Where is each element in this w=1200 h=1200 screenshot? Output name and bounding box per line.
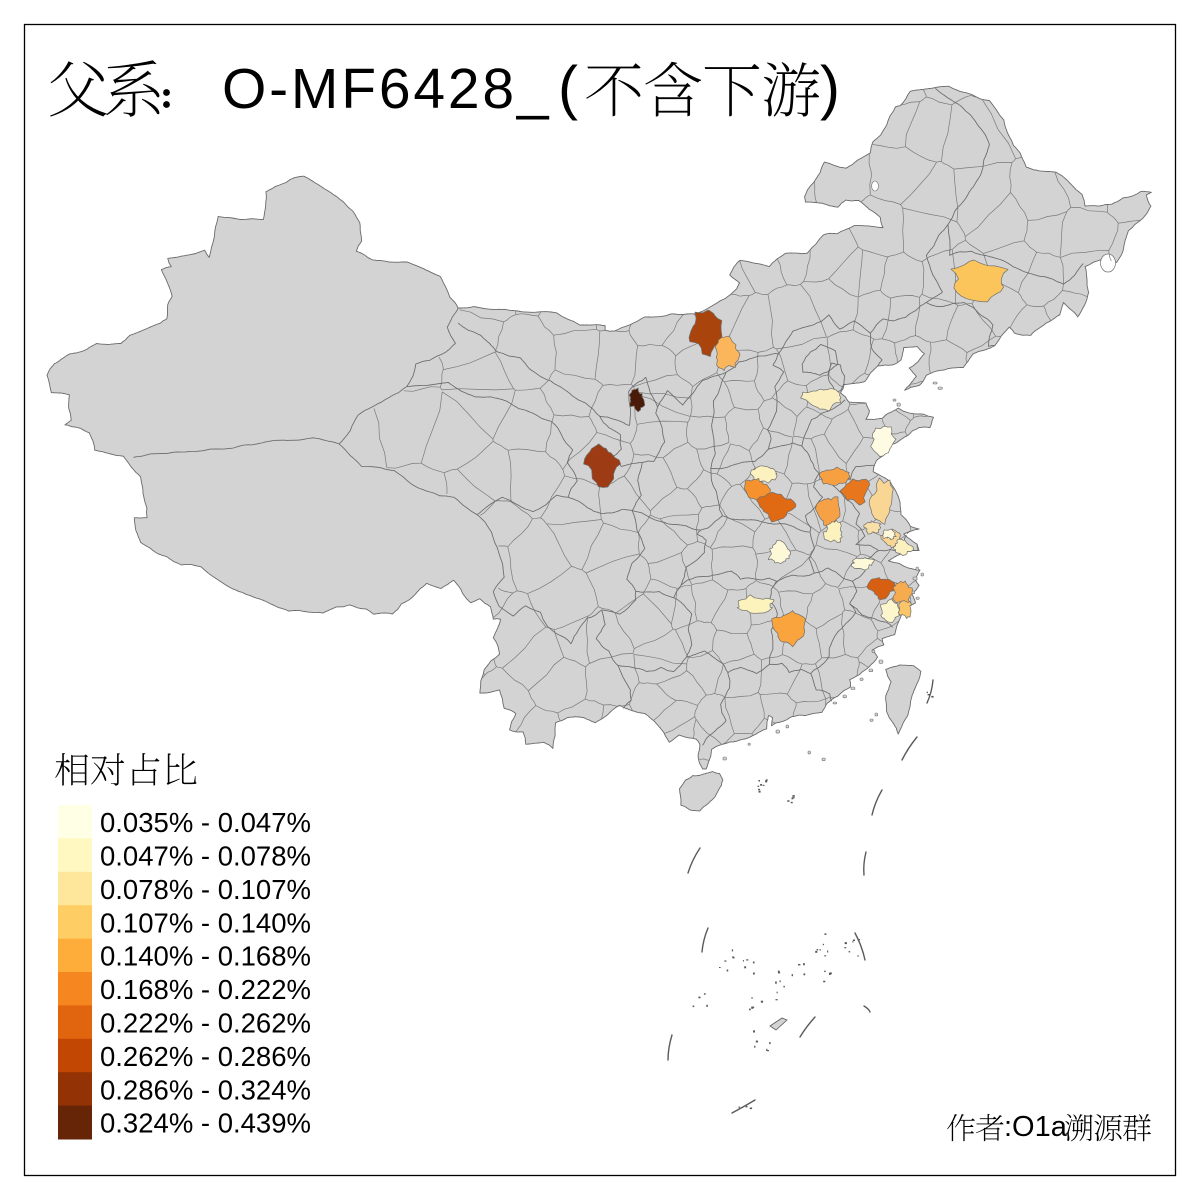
svg-text:0.286% - 0.324%: 0.286% - 0.324% bbox=[100, 1074, 311, 1105]
svg-text:): ) bbox=[820, 54, 840, 121]
svg-text:0.140% - 0.168%: 0.140% - 0.168% bbox=[100, 941, 311, 972]
svg-text:0.222% - 0.262%: 0.222% - 0.262% bbox=[100, 1008, 311, 1039]
svg-text:0.078% - 0.107%: 0.078% - 0.107% bbox=[100, 874, 311, 905]
svg-text:O-MF6428_: O-MF6428_ bbox=[222, 57, 551, 121]
svg-text:0.047% - 0.078%: 0.047% - 0.078% bbox=[100, 841, 311, 872]
svg-text:0.035% - 0.047%: 0.035% - 0.047% bbox=[100, 807, 311, 838]
svg-text:0.324% - 0.439%: 0.324% - 0.439% bbox=[100, 1108, 311, 1139]
svg-text:0.262% - 0.286%: 0.262% - 0.286% bbox=[100, 1041, 311, 1072]
svg-text:(: ( bbox=[558, 54, 578, 121]
svg-text:0.107% - 0.140%: 0.107% - 0.140% bbox=[100, 907, 311, 938]
svg-text:0.168% - 0.222%: 0.168% - 0.222% bbox=[100, 974, 311, 1005]
svg-text::O1a: :O1a bbox=[1004, 1111, 1068, 1143]
